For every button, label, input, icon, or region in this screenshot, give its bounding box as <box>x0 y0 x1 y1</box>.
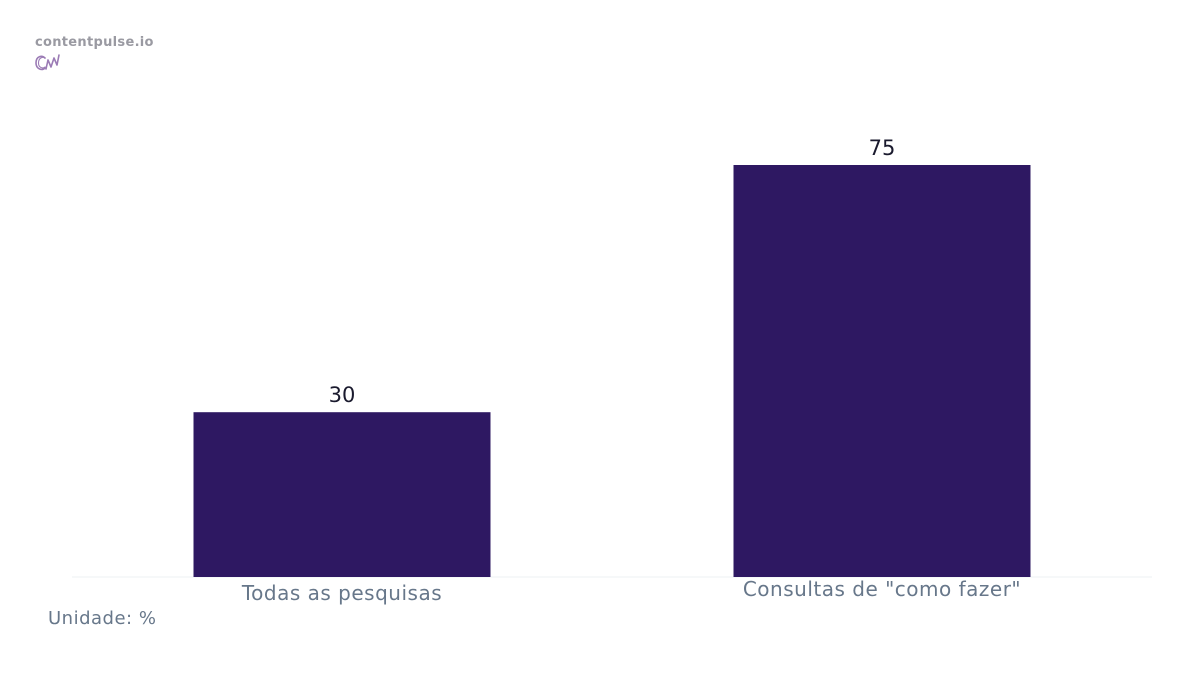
brand: contentpulse.io <box>35 35 195 80</box>
bar-2 <box>733 165 1031 577</box>
labels-group: 30 Todas as pesquisas 75 Consultas de "como… <box>241 136 1021 605</box>
bar-value-label-1: 30 <box>329 383 356 407</box>
cp-monogram-icon <box>35 54 60 71</box>
brand-name: contentpulse.io <box>35 35 154 50</box>
category-label-1: Todas as pesquisas <box>241 581 442 605</box>
bar-value-label-2: 75 <box>869 136 896 160</box>
unit-note: Unidade: % <box>48 608 157 629</box>
category-label-2: Consultas de "como fazer" <box>743 577 1021 601</box>
bar-1 <box>193 412 491 577</box>
bars-group <box>193 165 1031 577</box>
